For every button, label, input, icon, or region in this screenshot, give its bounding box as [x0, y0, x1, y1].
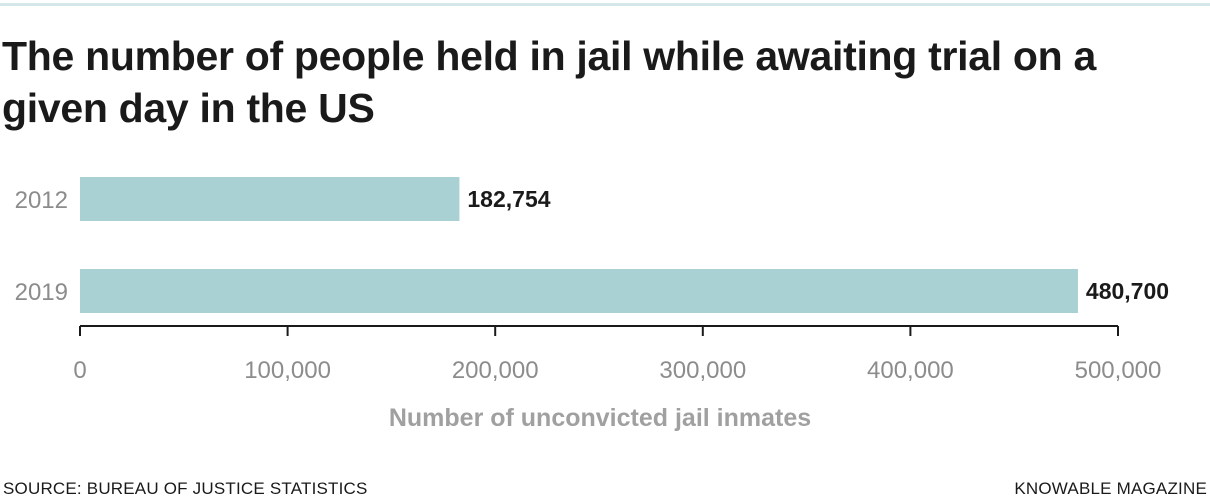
category-label-2012: 2012 — [15, 187, 68, 214]
x-tick-label-3: 300,000 — [659, 357, 746, 384]
bar-2019 — [80, 269, 1078, 313]
value-label-2012: 182,754 — [467, 186, 550, 212]
x-tick-label-4: 400,000 — [867, 357, 954, 384]
publisher-credit: KNOWABLE MAGAZINE — [1014, 479, 1207, 498]
x-tick-label-2: 200,000 — [452, 357, 539, 384]
source-note: SOURCE: BUREAU OF JUSTICE STATISTICS — [3, 479, 368, 498]
top-rule — [0, 3, 1210, 6]
chart-title: The number of people held in jail while … — [2, 33, 1096, 131]
bar-2012 — [80, 177, 460, 221]
x-tick-label-5: 500,000 — [1075, 357, 1162, 384]
value-label-2019: 480,700 — [1086, 278, 1169, 304]
x-tick-label-0: 0 — [73, 357, 86, 384]
x-axis-title: Number of unconvicted jail inmates — [389, 404, 811, 432]
category-label-2019: 2019 — [15, 279, 68, 306]
x-tick-label-1: 100,000 — [244, 357, 331, 384]
bar-chart: 2012 182,754 2019 480,700 0 100,000 200,000 300… — [15, 177, 1169, 432]
